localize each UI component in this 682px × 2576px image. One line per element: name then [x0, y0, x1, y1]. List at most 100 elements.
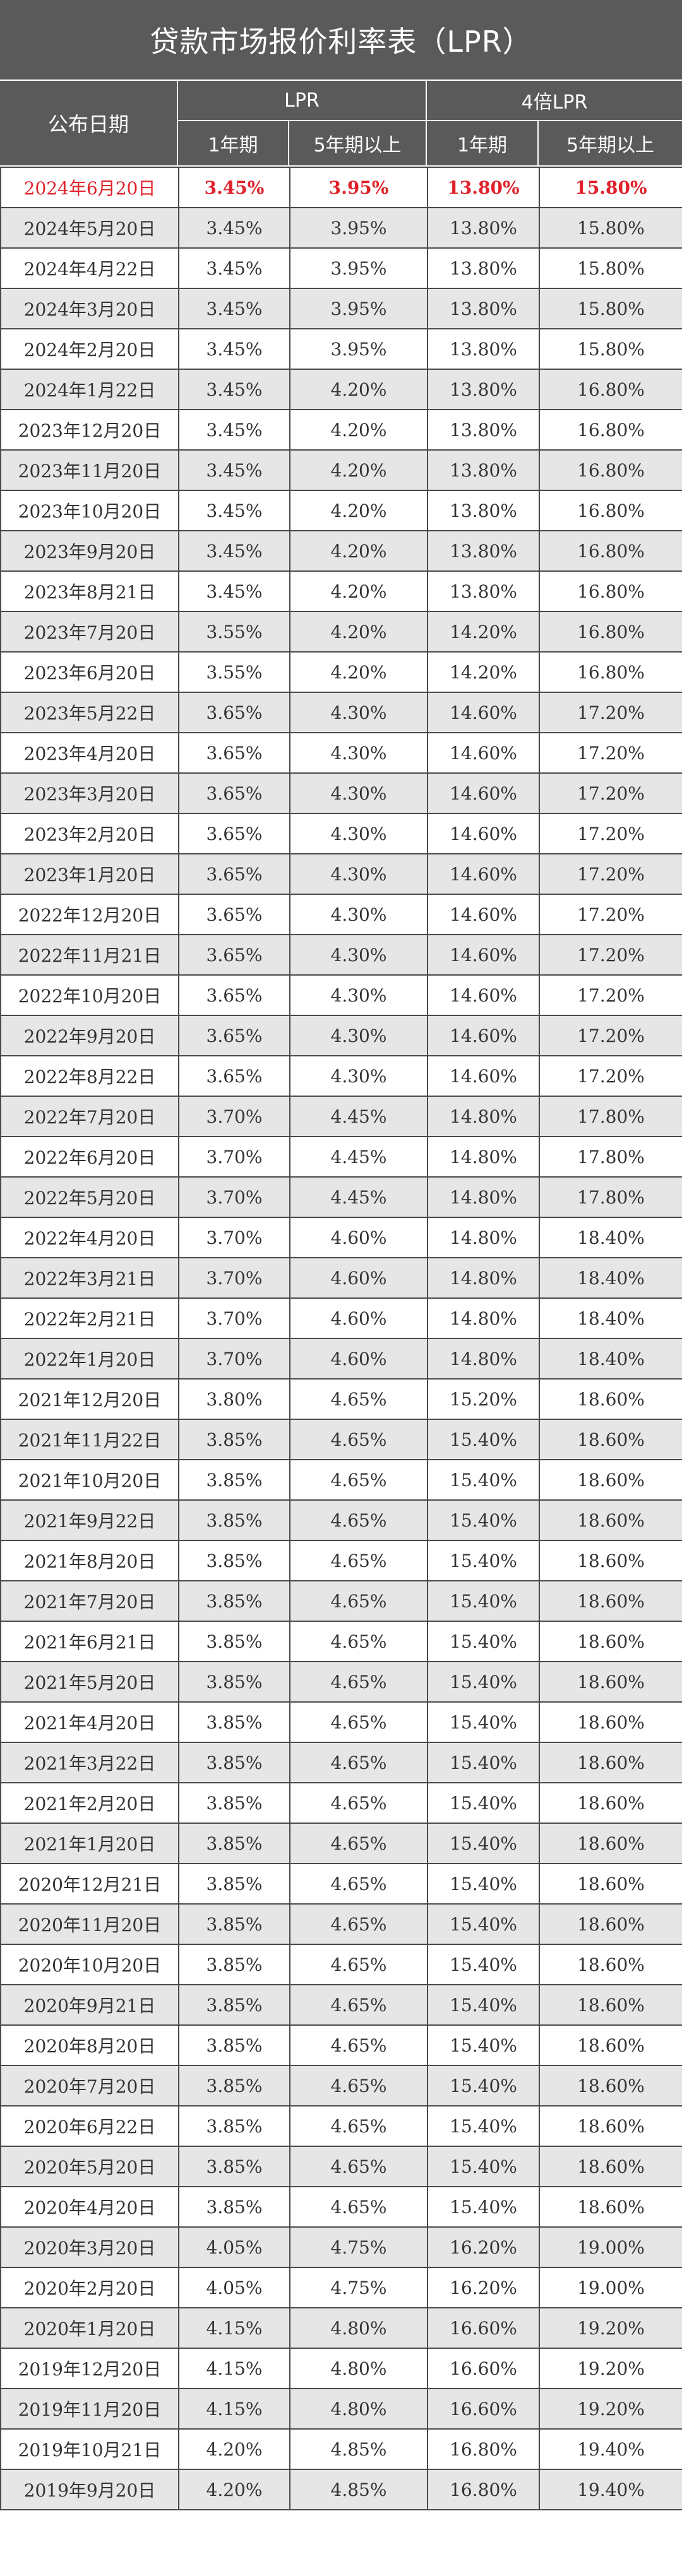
publish-date-cell: 2020年1月20日 [0, 2307, 179, 2349]
table-row: 2022年11月21日 3.65% 4.30% 14.60% 17.20% [0, 934, 682, 976]
publish-date-cell: 2022年9月20日 [0, 1015, 179, 1056]
lpr-5y-cell: 4.65% [289, 2146, 428, 2187]
table-row: 2022年8月22日 3.65% 4.30% 14.60% 17.20% [0, 1055, 682, 1097]
lpr4-1y-cell: 15.40% [427, 1742, 540, 1783]
lpr4-1y-cell: 16.80% [427, 2428, 540, 2470]
table-row: 2021年4月20日 3.85% 4.65% 15.40% 18.60% [0, 1701, 682, 1743]
lpr4-1y-cell: 14.60% [427, 692, 540, 733]
table-row: 2020年4月20日 3.85% 4.65% 15.40% 18.60% [0, 2186, 682, 2228]
lpr-1y-cell: 3.70% [178, 1136, 290, 1178]
lpr4-1y-cell: 16.60% [427, 2307, 540, 2349]
lpr4-1y-cell: 14.20% [427, 611, 540, 653]
lpr4-5y-cell: 15.80% [539, 207, 682, 249]
table-row: 2022年7月20日 3.70% 4.45% 14.80% 17.80% [0, 1096, 682, 1137]
lpr4-5y-cell: 17.20% [539, 934, 682, 976]
lpr4-5y-cell: 15.80% [539, 328, 682, 370]
lpr4-5y-cell: 18.60% [539, 1419, 682, 1460]
lpr-5y-cell: 3.95% [289, 328, 428, 370]
table-row: 2022年1月20日 3.70% 4.60% 14.80% 18.40% [0, 1338, 682, 1380]
publish-date-cell: 2020年8月20日 [0, 2024, 179, 2066]
lpr-5y-cell: 4.65% [289, 2105, 428, 2147]
lpr4-1y-cell: 14.80% [427, 1217, 540, 1258]
lpr4-1y-cell: 13.80% [427, 369, 540, 410]
lpr4-1y-cell: 14.80% [427, 1096, 540, 1137]
lpr-1y-cell: 3.65% [178, 813, 290, 854]
table-row: 2023年7月20日 3.55% 4.20% 14.20% 16.80% [0, 611, 682, 653]
lpr-5y-cell: 4.65% [289, 1580, 428, 1622]
lpr4-1y-cell: 15.40% [427, 1863, 540, 1905]
lpr4-1y-cell: 16.60% [427, 2348, 540, 2389]
lpr4-5y-cell: 18.60% [539, 2024, 682, 2066]
lpr4-1y-cell: 14.60% [427, 1055, 540, 1097]
lpr-5y-cell: 4.60% [289, 1338, 428, 1380]
lpr-5y-cell: 4.65% [289, 1701, 428, 1743]
lpr-1y-cell: 3.45% [178, 570, 290, 612]
lpr-5y-cell: 4.20% [289, 611, 428, 653]
lpr-1y-cell: 3.65% [178, 1055, 290, 1097]
lpr-5y-cell: 4.65% [289, 2065, 428, 2106]
lpr-5y-cell: 4.85% [289, 2428, 428, 2470]
lpr4-1y-cell: 14.60% [427, 1015, 540, 1056]
lpr-5y-cell: 4.20% [289, 651, 428, 693]
lpr-1y-cell: 3.65% [178, 934, 290, 976]
lpr4-5y-cell: 18.60% [539, 1621, 682, 1662]
lpr4-5y-cell: 16.80% [539, 449, 682, 491]
table-row: 2021年11月22日 3.85% 4.65% 15.40% 18.60% [0, 1419, 682, 1460]
lpr-5y-cell: 4.80% [289, 2388, 428, 2430]
lpr-5y-cell: 4.30% [289, 813, 428, 854]
lpr4-1y-cell: 15.40% [427, 1944, 540, 1985]
lpr-1y-cell: 3.70% [178, 1217, 290, 1258]
table-row: 2023年6月20日 3.55% 4.20% 14.20% 16.80% [0, 651, 682, 693]
lpr-1y-cell: 3.45% [178, 328, 290, 370]
lpr-5y-cell: 4.30% [289, 1015, 428, 1056]
table-row: 2020年3月20日 4.05% 4.75% 16.20% 19.00% [0, 2226, 682, 2268]
table-row: 2024年4月22日 3.45% 3.95% 13.80% 15.80% [0, 247, 682, 289]
lpr-1y-cell: 4.20% [178, 2469, 290, 2510]
lpr4-5y-cell: 16.80% [539, 409, 682, 451]
lpr-1y-cell: 3.85% [178, 2186, 290, 2228]
publish-date-cell: 2019年12月20日 [0, 2348, 179, 2389]
lpr4-1y-cell: 14.20% [427, 651, 540, 693]
table-row: 2023年5月22日 3.65% 4.30% 14.60% 17.20% [0, 692, 682, 733]
table-row: 2023年3月20日 3.65% 4.30% 14.60% 17.20% [0, 772, 682, 814]
publish-date-cell: 2024年6月20日 [0, 167, 179, 208]
lpr-5y-cell: 4.80% [289, 2307, 428, 2349]
lpr-1y-cell: 3.45% [178, 369, 290, 410]
lpr4-1y-cell: 14.60% [427, 934, 540, 976]
lpr4-5y-cell: 19.20% [539, 2307, 682, 2349]
lpr-1y-cell: 3.85% [178, 1782, 290, 1824]
lpr4-1y-cell: 15.40% [427, 1984, 540, 2026]
lpr-5y-cell: 4.80% [289, 2348, 428, 2389]
page-title: 贷款市场报价利率表（LPR） [0, 0, 682, 81]
lpr-1y-cell: 3.70% [178, 1257, 290, 1299]
lpr-5y-cell: 4.20% [289, 570, 428, 612]
lpr4-5y-cell: 15.80% [539, 167, 682, 208]
lpr4-5y-cell: 18.60% [539, 1903, 682, 1945]
publish-date-cell: 2022年11月21日 [0, 934, 179, 976]
lpr4-1y-cell: 15.40% [427, 1823, 540, 1864]
publish-date-cell: 2023年9月20日 [0, 530, 179, 572]
lpr-5y-cell: 4.65% [289, 1903, 428, 1945]
lpr4-5y-cell: 16.80% [539, 570, 682, 612]
lpr-table: 2024年6月20日 3.45% 3.95% 13.80% 15.80% 2024年5月2… [0, 167, 682, 2510]
lpr-1y-cell: 4.15% [178, 2388, 290, 2430]
lpr4-5y-cell: 18.60% [539, 1863, 682, 1905]
lpr4-5y-cell: 17.20% [539, 974, 682, 1016]
lpr-1y-cell: 3.85% [178, 1621, 290, 1662]
table-row: 2022年4月20日 3.70% 4.60% 14.80% 18.40% [0, 1217, 682, 1258]
lpr4-5y-cell: 16.80% [539, 611, 682, 653]
lpr4-5y-cell: 18.60% [539, 2105, 682, 2147]
publish-date-cell: 2022年8月22日 [0, 1055, 179, 1097]
lpr4-5y-cell: 18.60% [539, 2146, 682, 2187]
table-row: 2021年12月20日 3.80% 4.65% 15.20% 18.60% [0, 1378, 682, 1420]
table-row: 2020年8月20日 3.85% 4.65% 15.40% 18.60% [0, 2024, 682, 2066]
lpr-1y-cell: 4.05% [178, 2226, 290, 2268]
lpr-1y-cell: 3.45% [178, 167, 290, 208]
table-row: 2021年1月20日 3.85% 4.65% 15.40% 18.60% [0, 1823, 682, 1864]
lpr-1y-cell: 3.45% [178, 207, 290, 249]
lpr-1y-cell: 3.85% [178, 1823, 290, 1864]
lpr4-1y-cell: 14.60% [427, 772, 540, 814]
lpr4-1y-cell: 15.40% [427, 1621, 540, 1662]
lpr4-5y-cell: 18.60% [539, 1459, 682, 1501]
lpr4-5y-cell: 19.20% [539, 2388, 682, 2430]
